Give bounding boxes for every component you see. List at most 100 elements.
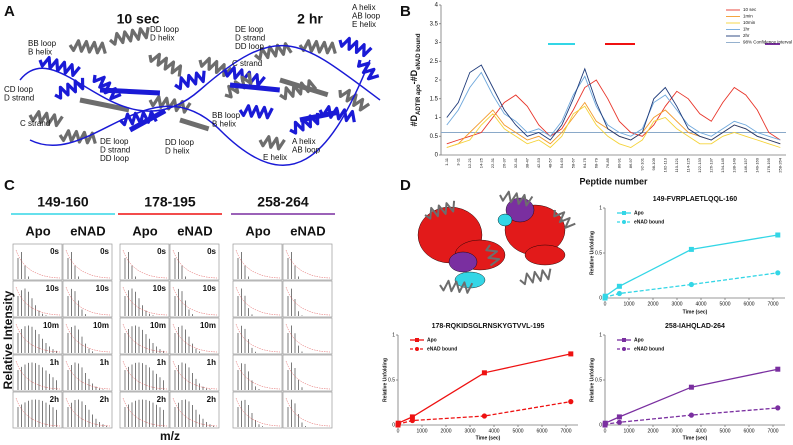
spectrum-cell	[232, 280, 283, 318]
x-tick-label: 258-264	[777, 157, 782, 172]
x-tick-label: 0	[397, 428, 400, 434]
spectrum-fit	[235, 249, 281, 279]
time-label: 1h	[157, 358, 166, 367]
column-label: Apo	[132, 223, 157, 238]
strand	[99, 87, 161, 96]
column-label: Apo	[25, 223, 50, 238]
x-tick-label: 4000	[488, 428, 499, 434]
structure-label: E helix	[263, 153, 287, 162]
y-tick-label: 3.5	[430, 21, 439, 27]
structure-label: AB loop	[352, 12, 381, 21]
structure-label: DE loop	[235, 25, 264, 34]
legend-label: Apo	[634, 337, 644, 343]
x-tick-label: 5000	[512, 428, 523, 434]
x-tick-label: 58-67	[570, 157, 575, 168]
x-tick-label: 102-113	[662, 157, 667, 172]
x-tick-label: 122-133	[697, 157, 702, 172]
point	[688, 384, 694, 390]
ribbon	[338, 36, 373, 58]
x-tick-label: 0	[604, 301, 607, 307]
time-label: 10s	[46, 284, 60, 293]
y-tick-label: 1.5	[430, 96, 439, 102]
spectrum-fit	[285, 323, 331, 353]
y-axis-label: Relative Unfolding	[382, 358, 388, 402]
column-label: eNAD	[70, 223, 105, 238]
legend-label: 10 sec	[743, 7, 757, 12]
point	[616, 419, 623, 425]
point	[616, 290, 623, 297]
spectrum-cell	[12, 354, 63, 392]
structure-label: BB loop	[28, 39, 57, 48]
spectrum-fit	[235, 286, 281, 316]
ribbon	[253, 42, 293, 61]
spectrum-fit	[172, 249, 218, 279]
time-label: 10m	[150, 321, 166, 330]
x-tick-label: 114-125	[685, 157, 690, 172]
series-line	[446, 79, 781, 145]
x-tick-label: 48-57	[547, 157, 552, 168]
x-axis-label: Peptide number	[579, 176, 648, 186]
chart-title: 178-RQKIDSGLRNSKYGTVVL-195	[432, 323, 545, 330]
x-tick-label: 26-37	[501, 157, 506, 168]
strand	[299, 109, 340, 123]
structure-label: D strand	[4, 94, 34, 103]
y-tick-label: 0.5	[430, 134, 439, 140]
point	[688, 281, 695, 288]
point	[775, 405, 781, 411]
time-label: 2h	[207, 395, 216, 404]
x-tick-label: 138-149	[731, 157, 736, 172]
legend-label: Apo	[427, 337, 437, 343]
point	[481, 413, 487, 419]
ribbon	[485, 244, 501, 267]
ribbon	[258, 135, 286, 151]
y-tick-label: 0	[392, 422, 395, 428]
x-axis-label: m/z	[160, 429, 180, 443]
loop	[29, 59, 371, 166]
legend-label: eNAD bound	[634, 219, 664, 225]
x-tick-label: 64-75	[582, 157, 587, 168]
spectrum-fit	[65, 249, 111, 279]
time-label: 10m	[93, 321, 109, 330]
x-tick-label: 178-195	[766, 157, 771, 172]
y-axis-label-part: #D	[409, 115, 419, 127]
x-tick-label: 86-97	[628, 157, 633, 168]
series-line	[446, 64, 781, 145]
panel-letter: B	[400, 3, 411, 20]
x-tick-label: 1-11	[444, 157, 449, 165]
ribbon	[148, 52, 183, 77]
structure-label: DD loop	[235, 42, 264, 51]
panel-letter: A	[4, 3, 15, 20]
structure-label: E helix	[352, 20, 376, 29]
y-tick-label: 4	[435, 3, 439, 9]
legend-label: 1min	[743, 14, 753, 19]
structure-label: DD loop	[150, 25, 179, 34]
time-label: 2h	[157, 395, 166, 404]
spectrum-fit	[285, 397, 331, 427]
x-tick-label: 76-85	[605, 157, 610, 168]
spectrum-cell	[12, 243, 63, 281]
structure-label: D strand	[235, 34, 265, 43]
structure-label: DD loop	[165, 138, 194, 147]
x-tick-label: 3000	[671, 301, 682, 307]
time-label: 2h	[50, 395, 59, 404]
strand	[229, 82, 280, 93]
chart-title: 258-IAHQLAD-264	[665, 323, 725, 330]
strand	[179, 117, 210, 132]
x-tick-label: 5000	[719, 301, 730, 307]
structure-label: A helix	[352, 3, 376, 12]
time-label: 0s	[207, 247, 216, 256]
surface-blob	[448, 251, 478, 273]
time-label: 2 hr	[297, 11, 323, 27]
surface-blob	[497, 213, 513, 227]
spectrum-cell	[62, 317, 113, 355]
structure-label: AB loop	[292, 146, 321, 155]
ribbon	[357, 59, 380, 81]
point	[568, 351, 574, 357]
structure-label: C strand	[232, 59, 262, 68]
point	[616, 283, 622, 289]
ribbon	[28, 110, 64, 128]
y-tick-label: 0	[435, 153, 439, 159]
ribbon	[174, 70, 206, 91]
spectrum-fit	[172, 360, 218, 390]
spectrum-fit	[15, 249, 61, 279]
